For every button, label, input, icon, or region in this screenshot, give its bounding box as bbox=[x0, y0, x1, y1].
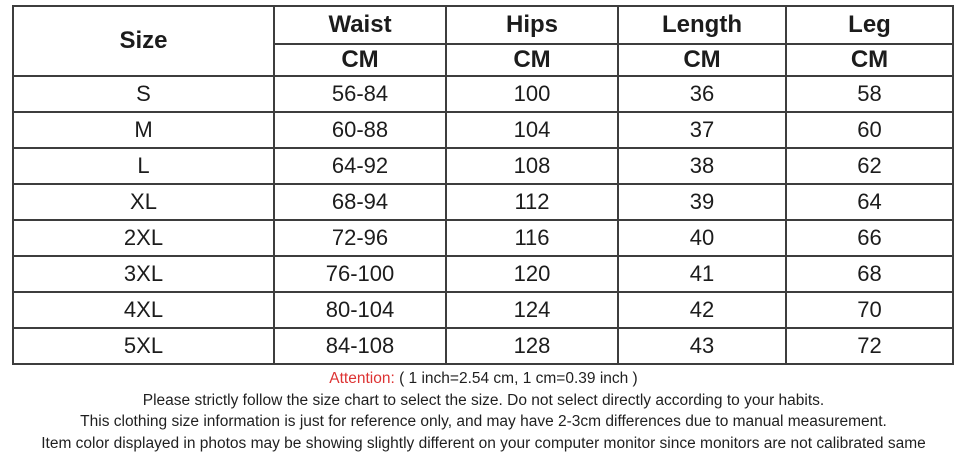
cell-size: L bbox=[12, 147, 275, 185]
cell-leg: 72 bbox=[785, 327, 954, 365]
header-row-units: CM CM CM CM bbox=[13, 43, 954, 77]
cell-waist: 80-104 bbox=[273, 291, 447, 329]
cell-length: 38 bbox=[617, 147, 787, 185]
cell-leg: 68 bbox=[785, 255, 954, 293]
header-cell-waist: Waist bbox=[273, 5, 447, 45]
notes-block: Attention: ( 1 inch=2.54 cm, 1 cm=0.39 i… bbox=[0, 368, 967, 454]
cell-hips: 116 bbox=[445, 219, 619, 257]
unit-cell-length: CM bbox=[617, 43, 787, 77]
table-row-xl: XL 68-94 112 39 64 bbox=[12, 183, 954, 221]
unit-cell-leg: CM bbox=[785, 43, 954, 77]
cell-length: 37 bbox=[617, 111, 787, 149]
size-chart-table: Size Waist Hips Length Leg CM CM CM CM S… bbox=[12, 5, 954, 365]
cell-waist: 60-88 bbox=[273, 111, 447, 149]
cell-hips: 104 bbox=[445, 111, 619, 149]
table-row-4xl: 4XL 80-104 124 42 70 bbox=[12, 291, 954, 329]
cell-waist: 72-96 bbox=[273, 219, 447, 257]
header-row-measures: Size Waist Hips Length Leg bbox=[12, 5, 954, 77]
note-line-2: This clothing size information is just f… bbox=[80, 413, 887, 430]
table-row-s: S 56-84 100 36 58 bbox=[12, 75, 954, 113]
table-row-m: M 60-88 104 37 60 bbox=[12, 111, 954, 149]
cell-length: 36 bbox=[617, 75, 787, 113]
cell-size: M bbox=[12, 111, 275, 149]
note-line-3: Item color displayed in photos may be sh… bbox=[41, 434, 926, 452]
cell-hips: 124 bbox=[445, 291, 619, 329]
cell-waist: 64-92 bbox=[273, 147, 447, 185]
cell-size: S bbox=[12, 75, 275, 113]
cell-hips: 108 bbox=[445, 147, 619, 185]
cell-size: 4XL bbox=[12, 291, 275, 329]
cell-size: XL bbox=[12, 183, 275, 221]
unit-cell-hips: CM bbox=[445, 43, 619, 77]
attention-note: Attention: ( 1 inch=2.54 cm, 1 cm=0.39 i… bbox=[0, 368, 967, 390]
cell-size: 5XL bbox=[12, 327, 275, 365]
table-row-2xl: 2XL 72-96 116 40 66 bbox=[12, 219, 954, 257]
table-row-5xl: 5XL 84-108 128 43 72 bbox=[12, 327, 954, 365]
cell-leg: 62 bbox=[785, 147, 954, 185]
attention-label: Attention: bbox=[329, 370, 395, 387]
cell-waist: 56-84 bbox=[273, 75, 447, 113]
cell-hips: 100 bbox=[445, 75, 619, 113]
cell-hips: 120 bbox=[445, 255, 619, 293]
table-row-l: L 64-92 108 38 62 bbox=[12, 147, 954, 185]
note-line-1: Please strictly follow the size chart to… bbox=[142, 391, 825, 409]
cell-leg: 58 bbox=[785, 75, 954, 113]
attention-text: ( 1 inch=2.54 cm, 1 cm=0.39 inch ) bbox=[394, 370, 638, 387]
cell-leg: 66 bbox=[785, 219, 954, 257]
cell-length: 39 bbox=[617, 183, 787, 221]
cell-length: 43 bbox=[617, 327, 787, 365]
cell-leg: 70 bbox=[785, 291, 954, 329]
header-cell-length: Length bbox=[617, 5, 787, 45]
cell-waist: 68-94 bbox=[273, 183, 447, 221]
cell-waist: 84-108 bbox=[273, 327, 447, 365]
cell-length: 40 bbox=[617, 219, 787, 257]
header-cell-hips: Hips bbox=[445, 5, 619, 45]
cell-leg: 60 bbox=[785, 111, 954, 149]
cell-hips: 112 bbox=[445, 183, 619, 221]
cell-size: 3XL bbox=[12, 255, 275, 293]
table-row-3xl: 3XL 76-100 120 41 68 bbox=[12, 255, 954, 293]
cell-waist: 76-100 bbox=[273, 255, 447, 293]
header-cell-leg: Leg bbox=[785, 5, 954, 45]
cell-hips: 128 bbox=[445, 327, 619, 365]
header-cell-size: Size bbox=[12, 5, 275, 77]
cell-length: 42 bbox=[617, 291, 787, 329]
unit-cell-waist: CM bbox=[273, 43, 447, 77]
cell-length: 41 bbox=[617, 255, 787, 293]
cell-leg: 64 bbox=[785, 183, 954, 221]
cell-size: 2XL bbox=[12, 219, 275, 257]
